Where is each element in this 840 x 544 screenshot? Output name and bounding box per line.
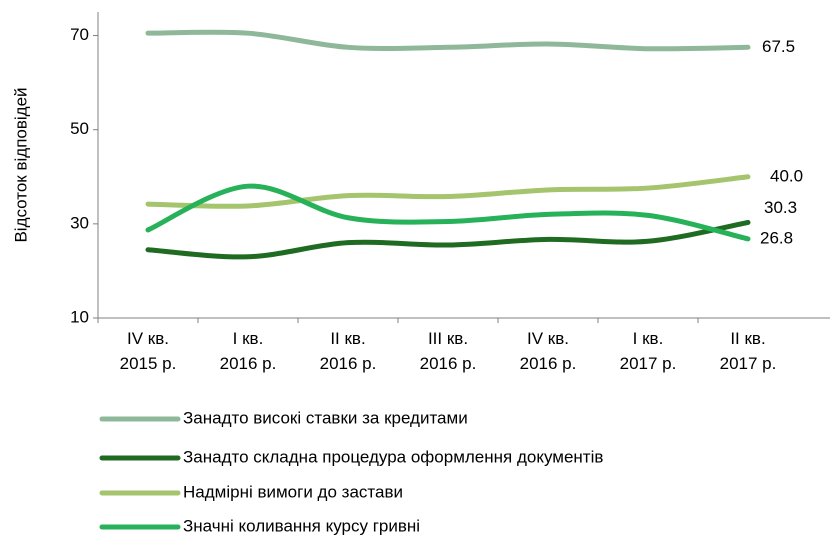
series-line [145,183,751,242]
x-tick-label: IV кв. 2016 р. [520,329,577,373]
x-tick-label: IV кв. 2015 р. [120,329,177,373]
data-label: 30.3 [764,198,797,217]
x-tick-label: I кв. 2017 р. [620,329,677,373]
x-tick-label: III кв. 2016 р. [420,329,477,373]
x-tick-label: II кв. 2016 р. [320,329,377,373]
y-tick-label: 30 [70,213,89,232]
legend-label: Занадто високі ставки за кредитами [183,408,468,427]
legend-label: Занадто складна процедура оформлення док… [183,447,603,466]
x-tick-label: II кв. 2017 р. [720,329,777,373]
data-label: 26.8 [760,228,793,247]
y-axis-label: Відсоток відповідей [11,87,30,242]
series-line [145,174,751,209]
x-tick-label: I кв. 2016 р. [220,329,277,373]
series-line [145,29,751,52]
series-line [145,219,751,260]
y-tick-label: 70 [70,25,89,44]
legend-label: Значні коливання курсу гривні [183,516,420,535]
data-label: 67.5 [762,37,795,56]
y-tick-label: 10 [70,307,89,326]
legend-label: Надмірні вимоги до застави [183,482,403,501]
data-label: 40.0 [770,166,803,185]
y-tick-label: 50 [70,119,89,138]
